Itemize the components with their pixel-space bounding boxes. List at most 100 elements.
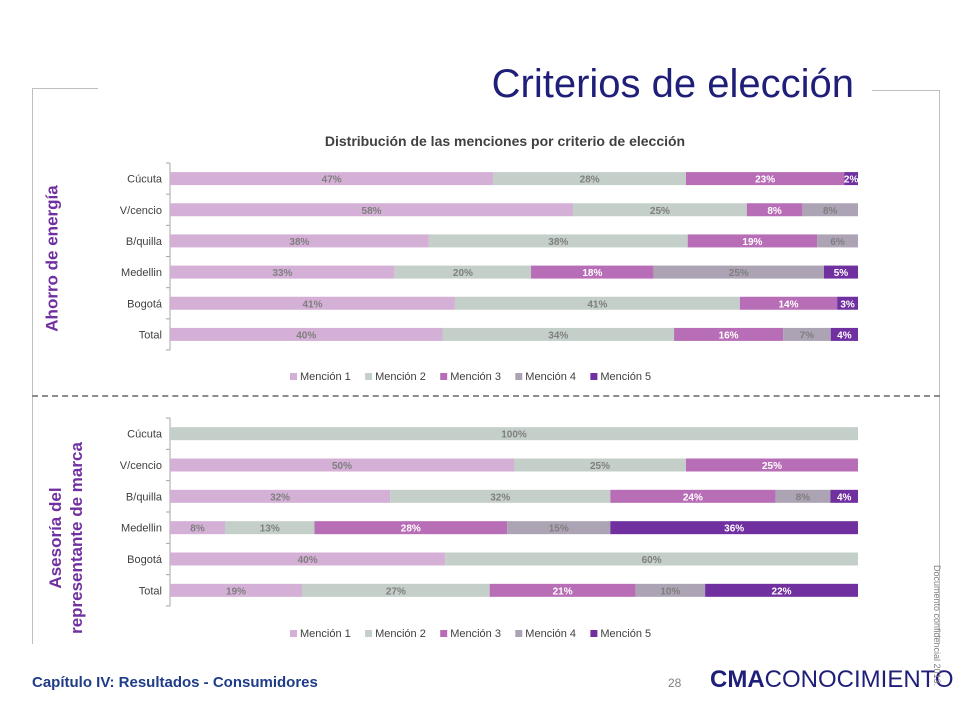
data-label-mencion-3-medellin: 18% (582, 268, 602, 279)
logo-bold-text: CMA (710, 666, 765, 693)
legend-swatch-mencion-2 (365, 373, 373, 380)
bar-mencion-5-total (705, 583, 858, 597)
category-label-v-cencio: V/cencio (120, 460, 162, 472)
data-label-mencion-1-medellin: 8% (190, 524, 205, 535)
data-label-mencion-2-medellin: 20% (453, 268, 473, 279)
data-label-mencion-5-total: 22% (772, 586, 792, 597)
data-label-mencion-2-b-quilla: 32% (490, 492, 510, 503)
category-label-medellin: Medellin (121, 523, 162, 535)
data-label-mencion-4-v-cencio: 8% (823, 206, 838, 217)
legend-label-mencion-2: Mención 2 (375, 628, 426, 640)
legend-label-mencion-4: Mención 4 (525, 628, 576, 640)
data-label-mencion-1-b-quilla: 38% (289, 237, 309, 248)
legend-label-mencion-1: Mención 1 (300, 628, 351, 640)
legend-label-mencion-1: Mención 1 (300, 371, 351, 383)
data-label-mencion-5-medellin: 36% (724, 524, 744, 535)
legend-label-mencion-2: Mención 2 (375, 371, 426, 383)
bar-mencion-1-b-quilla (170, 489, 391, 503)
bar-mencion-3-v-cencio (746, 203, 803, 217)
data-label-mencion-5-cucuta: 2% (844, 175, 859, 186)
data-label-mencion-1-total: 19% (226, 586, 246, 597)
data-label-mencion-2-total: 34% (548, 330, 568, 341)
category-label-total: Total (139, 585, 162, 597)
data-label-mencion-3-cucuta: 23% (755, 175, 775, 186)
data-label-mencion-2-cucuta: 28% (580, 175, 600, 186)
data-label-mencion-1-cucuta: 47% (322, 175, 342, 186)
data-label-mencion-1-bogota: 41% (302, 299, 322, 310)
bar-mencion-1-bogota (170, 552, 446, 566)
bar-mencion-2-bogota (454, 296, 740, 310)
legend-label-mencion-4: Mención 4 (525, 371, 576, 383)
legend-swatch-mencion-4 (515, 630, 523, 637)
data-label-mencion-4-medellin: 25% (729, 268, 749, 279)
legend-swatch-mencion-3 (440, 373, 448, 380)
bar-mencion-3-total (489, 583, 636, 597)
data-label-mencion-5-total: 4% (837, 330, 852, 341)
frame-top-left-line (32, 88, 98, 89)
data-label-mencion-2-v-cencio: 25% (650, 206, 670, 217)
slide-title: Criterios de elección (485, 62, 860, 107)
data-label-mencion-3-bogota: 14% (778, 299, 798, 310)
bar-mencion-3-b-quilla (687, 234, 818, 248)
bar-mencion-1-b-quilla (170, 234, 429, 248)
legend-swatch-mencion-4 (515, 373, 523, 380)
data-label-mencion-4-total: 10% (660, 586, 680, 597)
legend-label-mencion-5: Mención 5 (600, 371, 651, 383)
data-label-mencion-2-medellin: 13% (260, 524, 280, 535)
bar-mencion-4-b-quilla (775, 489, 831, 503)
bar-mencion-4-medellin (653, 265, 824, 279)
category-label-total: Total (139, 329, 162, 341)
data-label-mencion-4-medellin: 15% (549, 524, 569, 535)
bar-mencion-1-cucuta (170, 172, 494, 186)
bar-mencion-3-medellin (531, 265, 654, 279)
bar-mencion-5-medellin (610, 521, 858, 535)
category-label-v-cencio: V/cencio (120, 205, 162, 217)
bar-mencion-2-total (442, 327, 675, 341)
footer-chapter: Capítulo IV: Resultados - Consumidores (32, 674, 318, 691)
bar-mencion-2-v-cencio (514, 458, 686, 472)
frame-top-right-line (872, 90, 940, 91)
legend-label-mencion-3: Mención 3 (450, 371, 501, 383)
bar-mencion-1-medellin (170, 521, 226, 535)
legend-label-mencion-3: Mención 3 (450, 628, 501, 640)
legend-swatch-mencion-1 (290, 373, 297, 380)
frame-left-line (32, 88, 33, 644)
bar-mencion-3-v-cencio (686, 458, 858, 472)
bar-mencion-3-medellin (314, 521, 508, 535)
category-label-bogota: Bogotá (127, 298, 163, 310)
page-number: 28 (668, 676, 682, 690)
bar-mencion-2-medellin (394, 265, 532, 279)
data-label-mencion-2-total: 27% (386, 586, 406, 597)
category-label-medellin: Medellin (121, 267, 162, 279)
legend-label-mencion-5: Mención 5 (600, 628, 651, 640)
bar-mencion-4-b-quilla (817, 234, 858, 248)
bar-mencion-4-v-cencio (802, 203, 858, 217)
data-label-mencion-3-medellin: 28% (401, 524, 421, 535)
bar-mencion-1-total (170, 327, 443, 341)
bar-mencion-1-bogota (170, 296, 455, 310)
bar-mencion-2-bogota (445, 552, 858, 566)
legend-swatch-mencion-5 (590, 373, 598, 380)
bar-mencion-2-v-cencio (573, 203, 747, 217)
bar-mencion-5-medellin (823, 265, 858, 279)
bar-mencion-2-medellin (225, 521, 315, 535)
frame-right-line (939, 90, 940, 644)
legend-swatch-mencion-1 (290, 630, 297, 637)
bar-mencion-5-total (830, 327, 858, 341)
category-label-bogota: Bogotá (127, 554, 163, 566)
bar-mencion-2-total (302, 583, 490, 597)
data-label-mencion-3-v-cencio: 8% (767, 206, 782, 217)
legend-swatch-mencion-2 (365, 630, 373, 637)
data-label-mencion-1-b-quilla: 32% (270, 492, 290, 503)
bar-mencion-2-b-quilla (390, 489, 611, 503)
category-label-cucuta: Cúcuta (127, 174, 163, 186)
data-label-mencion-1-v-cencio: 58% (362, 206, 382, 217)
data-label-mencion-5-bogota: 3% (840, 299, 855, 310)
bar-mencion-1-v-cencio (170, 458, 514, 472)
data-label-mencion-2-v-cencio: 25% (590, 461, 610, 472)
legend-swatch-mencion-5 (590, 630, 598, 637)
data-label-mencion-3-b-quilla: 24% (683, 492, 703, 503)
data-label-mencion-1-total: 40% (296, 330, 316, 341)
bar-mencion-5-cucuta (844, 172, 858, 186)
